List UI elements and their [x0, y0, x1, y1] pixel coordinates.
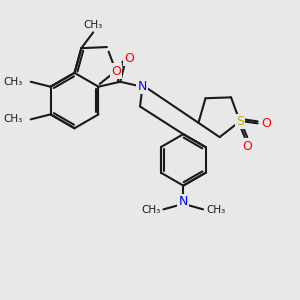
Text: O: O — [124, 52, 134, 64]
Text: N: N — [178, 195, 188, 208]
Text: S: S — [236, 115, 244, 128]
Text: CH₃: CH₃ — [4, 114, 23, 124]
Text: O: O — [262, 117, 272, 130]
Text: O: O — [111, 64, 121, 77]
Text: O: O — [242, 140, 252, 153]
Text: CH₃: CH₃ — [84, 20, 103, 30]
Text: CH₃: CH₃ — [4, 77, 23, 87]
Text: CH₃: CH₃ — [141, 205, 160, 215]
Text: N: N — [137, 80, 147, 93]
Text: CH₃: CH₃ — [206, 205, 225, 215]
